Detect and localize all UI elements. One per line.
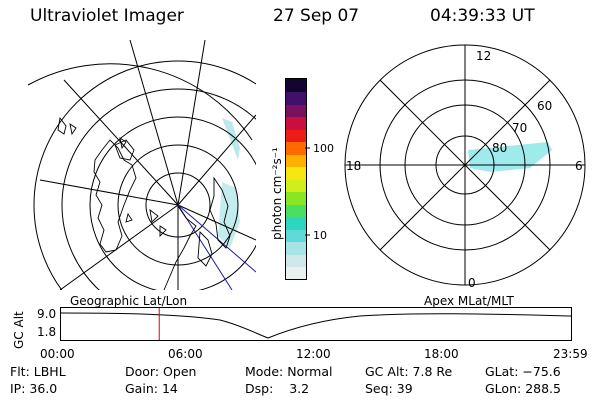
mlt-label-12: 12 [476, 49, 491, 63]
time-label: 04:39:33 UT [430, 6, 535, 26]
mode-field: Mode: Normal [245, 364, 333, 379]
gain-field: Gain: 14 [125, 381, 178, 396]
colorbar-segment [286, 191, 306, 205]
gcalt-value: 7.8 Re [412, 364, 453, 379]
colorbar-segment [286, 241, 306, 255]
xtick-2359: 23:59 [553, 347, 588, 361]
colorbar-segment [286, 154, 306, 167]
colorbar-tick-100: 100 [313, 142, 334, 155]
flt-value: LBHL [33, 364, 66, 379]
geographic-map [27, 40, 256, 290]
colorbar-segment [286, 166, 306, 180]
colorbar-segment [286, 104, 306, 117]
glat-value: −75.6 [522, 364, 561, 379]
dsp-field: Dsp: 3.2 [245, 381, 310, 396]
colorbar-segment [286, 79, 306, 92]
colorbar-segment [286, 116, 306, 130]
glat-field: GLat: −75.6 [485, 364, 561, 379]
gcalt-field: GC Alt: 7.8 Re [365, 364, 453, 379]
lat-label-60: 60 [537, 99, 552, 113]
colorbar [285, 78, 307, 280]
ip-value: 36.0 [29, 381, 58, 396]
colorbar-segment [286, 91, 306, 105]
colorbar-unit-label: photon cm⁻²s⁻¹ [270, 147, 284, 240]
glon-field: GLon: 288.5 [485, 381, 561, 396]
gain-value: 14 [161, 381, 178, 396]
seq-field: Seq: 39 [365, 381, 413, 396]
colorbar-segment [286, 216, 306, 230]
ip-field: IP: 36.0 [10, 381, 58, 396]
colorbar-ticks: 100 10 [305, 142, 334, 242]
colorbar-segment [286, 204, 306, 217]
seq-value: 39 [396, 381, 413, 396]
polar-plot: 12 18 6 0 60 70 80 [344, 44, 586, 290]
mlt-label-6: 6 [575, 159, 583, 173]
mlt-label-18: 18 [346, 159, 361, 173]
xtick-1200: 12:00 [296, 347, 331, 361]
door-field: Door: Open [125, 364, 197, 379]
dsp-value: 3.2 [289, 381, 310, 396]
geo-map-label: Geographic Lat/Lon [70, 294, 188, 308]
altitude-ymax: 9.0 [37, 307, 57, 321]
lat-label-80: 80 [492, 141, 507, 155]
polar-plot-label: Apex MLat/MLT [424, 294, 514, 308]
door-value: Open [163, 364, 197, 379]
instrument-title: Ultraviolet Imager [30, 6, 184, 26]
mlt-label-0: 0 [468, 276, 476, 290]
colorbar-segment [286, 266, 306, 279]
xtick-0600: 06:00 [168, 347, 203, 361]
xtick-1800: 18:00 [424, 347, 459, 361]
colorbar-segment [286, 129, 306, 142]
altitude-ylabel: GC Alt [12, 311, 26, 349]
colorbar-segment [286, 141, 306, 155]
date-label: 27 Sep 07 [273, 6, 360, 26]
glon-value: 288.5 [525, 381, 561, 396]
altitude-strip [59, 307, 572, 341]
altitude-ymin: 1.8 [37, 325, 57, 339]
colorbar-tick-10: 10 [313, 229, 327, 242]
mode-value: Normal [287, 364, 333, 379]
xtick-0000: 00:00 [40, 347, 75, 361]
colorbar-segment [286, 229, 306, 242]
colorbar-segment [286, 254, 306, 267]
colorbar-segment [286, 179, 306, 192]
lat-label-70: 70 [512, 121, 527, 135]
flt-field: Flt: LBHL [10, 364, 66, 379]
